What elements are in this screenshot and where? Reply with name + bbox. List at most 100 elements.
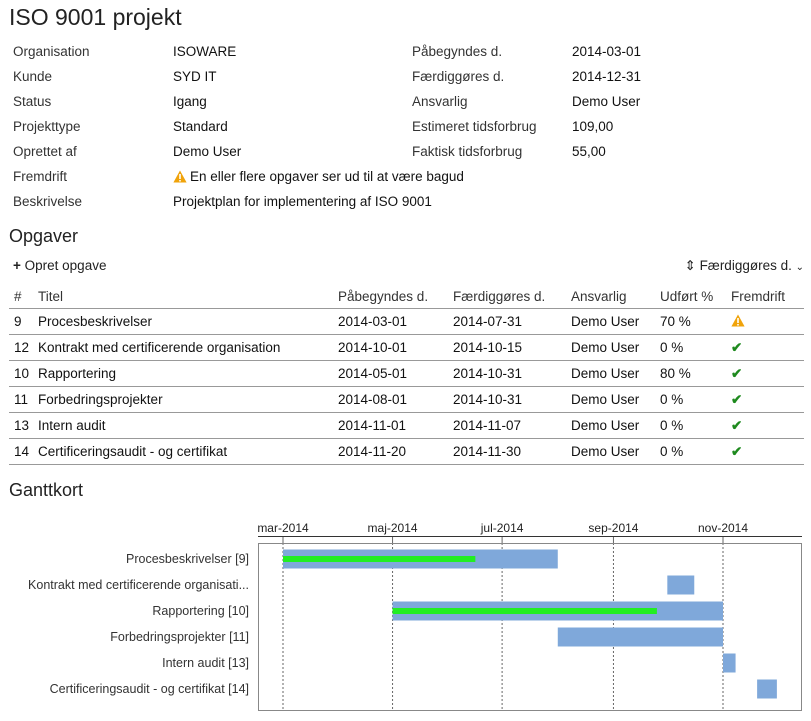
field-label: Færdiggøres d. (412, 69, 505, 84)
field-value: Igang (173, 94, 207, 109)
table-row[interactable]: 12 Kontrakt med certificerende organisat… (9, 334, 804, 361)
task-end: 2014-10-31 (448, 386, 566, 413)
field-label: Projekttype (13, 119, 81, 134)
check-icon: ✔ (731, 339, 743, 355)
gantt-row-label: Kontrakt med certificerende organisati..… (28, 578, 249, 592)
create-task-button[interactable]: + Opret opgave (13, 258, 106, 273)
description-label: Beskrivelse (13, 194, 83, 209)
gantt-section-title: Ganttkort (9, 480, 84, 500)
gantt-progress-bar (392, 608, 657, 614)
task-owner: Demo User (566, 438, 655, 465)
check-icon: ✔ (731, 417, 743, 433)
column-header[interactable]: # (9, 284, 33, 309)
gantt-row-label: Rapportering [10] (152, 604, 249, 618)
field-value: SYD IT (173, 69, 217, 84)
task-title[interactable]: Kontrakt med certificerende organisation (33, 334, 333, 361)
task-start: 2014-08-01 (333, 386, 448, 413)
table-row[interactable]: 10 Rapportering 2014-05-01 2014-10-31 De… (9, 360, 804, 387)
task-start: 2014-05-01 (333, 360, 448, 387)
field-label: Status (13, 94, 52, 109)
task-end: 2014-07-31 (448, 308, 566, 335)
field-value: 55,00 (572, 144, 606, 159)
column-header[interactable]: Fremdrift (726, 284, 804, 309)
task-done: 0 % (655, 334, 726, 361)
chevron-down-icon: ⌄ (795, 262, 804, 273)
field-label: Faktisk tidsforbrug (412, 144, 523, 159)
task-owner: Demo User (566, 308, 655, 335)
task-status: ✔ (726, 438, 804, 465)
field-value: 2014-03-01 (572, 44, 642, 59)
warning-icon (731, 314, 745, 326)
task-title[interactable]: Forbedringsprojekter (33, 386, 333, 413)
tasks-table: # Titel Påbegyndes d. Færdiggøres d. Ans… (9, 284, 804, 465)
table-header-row: # Titel Påbegyndes d. Færdiggøres d. Ans… (9, 284, 804, 309)
task-title[interactable]: Intern audit (33, 412, 333, 439)
field-label: Ansvarlig (412, 94, 468, 109)
check-icon: ✔ (731, 443, 743, 459)
gantt-tick-label: jul-2014 (480, 521, 524, 535)
field-value: 2014-12-31 (572, 69, 642, 84)
task-owner: Demo User (566, 386, 655, 413)
table-row[interactable]: 13 Intern audit 2014-11-01 2014-11-07 De… (9, 412, 804, 439)
column-header[interactable]: Færdiggøres d. (448, 284, 566, 309)
task-status: ✔ (726, 412, 804, 439)
field-value: Standard (173, 119, 228, 134)
task-owner: Demo User (566, 412, 655, 439)
task-status: ✔ (726, 360, 804, 387)
column-header[interactable]: Påbegyndes d. (333, 284, 448, 309)
gantt-bar (757, 679, 777, 699)
field-value: ISOWARE (173, 44, 237, 59)
gantt-row-label: Certificeringsaudit - og certifikat [14] (50, 682, 249, 696)
sort-label: Færdiggøres d. (699, 258, 792, 273)
task-id: 13 (9, 412, 33, 439)
task-done: 0 % (655, 438, 726, 465)
task-owner: Demo User (566, 334, 655, 361)
task-status: ✔ (726, 334, 804, 361)
page-title: ISO 9001 projekt (9, 4, 182, 30)
task-start: 2014-11-20 (333, 438, 448, 465)
tasks-section-title: Opgaver (9, 226, 79, 246)
gantt-bar (667, 575, 695, 595)
task-done: 80 % (655, 360, 726, 387)
gantt-row-label: Forbedringsprojekter [11] (110, 630, 249, 644)
create-task-label: Opret opgave (24, 258, 107, 273)
column-header[interactable]: Udført % (655, 284, 726, 309)
progress-value: En eller flere opgaver ser ud til at vær… (173, 169, 464, 184)
gantt-tick-label: mar-2014 (257, 521, 309, 535)
task-id: 10 (9, 360, 33, 387)
column-header[interactable]: Ansvarlig (566, 284, 655, 309)
task-title[interactable]: Certificeringsaudit - og certifikat (33, 438, 333, 465)
task-id: 11 (9, 386, 33, 413)
field-label: Estimeret tidsforbrug (412, 119, 537, 134)
sort-dropdown[interactable]: ⇕ Færdiggøres d. ⌄ (684, 258, 804, 274)
table-row[interactable]: 9 Procesbeskrivelser 2014-03-01 2014-07-… (9, 308, 804, 335)
task-end: 2014-10-15 (448, 334, 566, 361)
field-value: Demo User (173, 144, 242, 159)
warning-icon (173, 170, 187, 183)
field-label: Kunde (13, 69, 53, 84)
gantt-chart: mar-2014 maj-2014 jul-2014 sep-2014 nov-2014… (28, 521, 802, 711)
task-end: 2014-10-31 (448, 360, 566, 387)
table-row[interactable]: 11 Forbedringsprojekter 2014-08-01 2014-… (9, 386, 804, 413)
progress-text: En eller flere opgaver ser ud til at vær… (190, 169, 464, 184)
task-status: ✔ (726, 386, 804, 413)
column-header[interactable]: Titel (33, 284, 333, 309)
task-title[interactable]: Procesbeskrivelser (33, 308, 333, 335)
field-value: Demo User (572, 94, 641, 109)
gantt-row-label: Intern audit [13] (162, 656, 249, 670)
progress-label: Fremdrift (13, 169, 67, 184)
gantt-bar (557, 627, 723, 647)
field-value: 109,00 (572, 119, 614, 134)
task-start: 2014-11-01 (333, 412, 448, 439)
task-title[interactable]: Rapportering (33, 360, 333, 387)
table-row[interactable]: 14 Certificeringsaudit - og certifikat 2… (9, 438, 804, 465)
gantt-row-label: Procesbeskrivelser [9] (126, 552, 249, 566)
plus-icon: + (13, 258, 21, 273)
task-start: 2014-03-01 (333, 308, 448, 335)
task-id: 14 (9, 438, 33, 465)
gantt-bar (723, 653, 736, 673)
field-label: Påbegyndes d. (412, 44, 503, 59)
field-label: Organisation (13, 44, 90, 59)
task-done: 70 % (655, 308, 726, 335)
gantt-tick-label: sep-2014 (588, 521, 638, 535)
